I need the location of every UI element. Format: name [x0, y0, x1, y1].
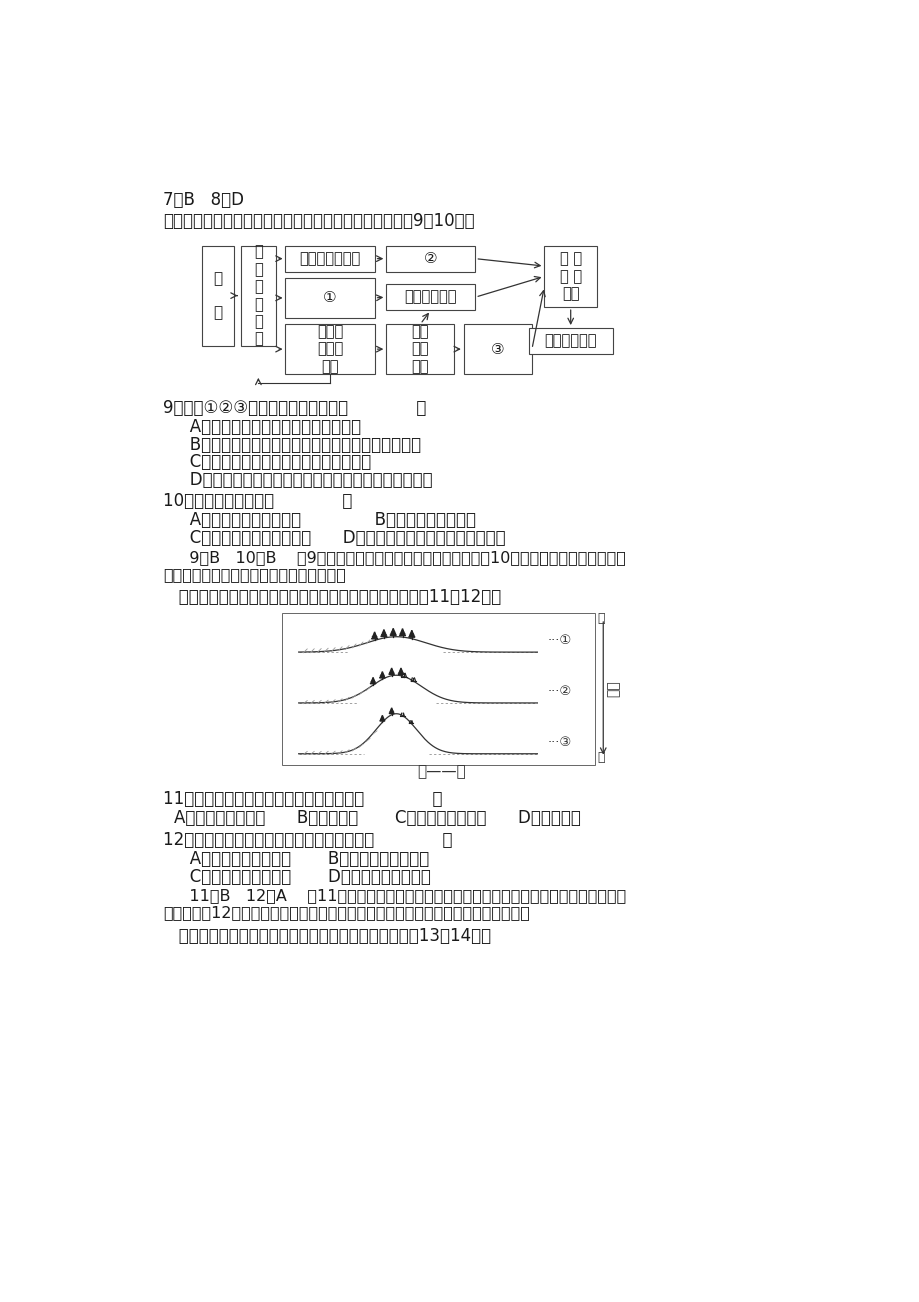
- Text: 先: 先: [597, 612, 605, 625]
- FancyBboxPatch shape: [528, 328, 612, 354]
- Text: A．水热条件的变化      B．地壳运动       C．植被类型的变化      D．岩浆活动: A．水热条件的变化 B．地壳运动 C．植被类型的变化 D．岩浆活动: [174, 810, 580, 827]
- FancyBboxPatch shape: [285, 277, 374, 318]
- Text: 9．B   10．B    第9题，由因果关系推理，即可得出答案。第10题，图中各要素相互影响，: 9．B 10．B 第9题，由因果关系推理，即可得出答案。第10题，图中各要素相互…: [174, 549, 625, 565]
- Polygon shape: [381, 633, 386, 635]
- Text: 蒸腾
作用
加强: 蒸腾 作用 加强: [411, 324, 428, 374]
- Polygon shape: [381, 631, 385, 633]
- Text: ②: ②: [424, 251, 437, 266]
- Polygon shape: [399, 669, 403, 672]
- Polygon shape: [411, 630, 413, 633]
- Polygon shape: [390, 633, 396, 635]
- Text: 12．图示地理环境的演化过程，主要体现了（             ）: 12．图示地理环境的演化过程，主要体现了（ ）: [163, 831, 452, 849]
- Polygon shape: [372, 677, 373, 680]
- Polygon shape: [408, 634, 414, 637]
- Polygon shape: [391, 631, 395, 634]
- Text: ①: ①: [323, 290, 336, 306]
- Text: 后: 后: [597, 751, 605, 764]
- Text: C．自然环境的相对稳定性      D．人类对自然的改造力量是无穷的: C．自然环境的相对稳定性 D．人类对自然的改造力量是无穷的: [174, 529, 505, 547]
- Text: 读我国某区域绿洲农业系统水、气、生相互作用图，完成9～10题。: 读我国某区域绿洲农业系统水、气、生相互作用图，完成9～10题。: [163, 212, 474, 230]
- FancyBboxPatch shape: [281, 613, 595, 766]
- Text: 10．该示意图体现了（             ）: 10．该示意图体现了（ ）: [163, 492, 352, 510]
- Text: 相互制约，反映了地理环境的整体性原理。: 相互制约，反映了地理环境的整体性原理。: [163, 566, 346, 582]
- Text: 11．引起图中地理环境变化的根本原因是（             ）: 11．引起图中地理环境变化的根本原因是（ ）: [163, 790, 442, 809]
- Text: 最高温度降低: 最高温度降低: [544, 333, 596, 349]
- Text: B．地面蒸发的水量增多、气温变幅减小、降水增加: B．地面蒸发的水量增多、气温变幅减小、降水增加: [174, 436, 421, 454]
- Polygon shape: [380, 673, 383, 674]
- Polygon shape: [389, 672, 394, 674]
- Polygon shape: [398, 672, 403, 674]
- Polygon shape: [391, 668, 392, 671]
- Polygon shape: [400, 631, 404, 634]
- Text: 土壤热容量增大: 土壤热容量增大: [299, 251, 360, 266]
- FancyBboxPatch shape: [240, 246, 276, 345]
- Text: A．地理环境的整体性       B．地理环境的差异性: A．地理环境的整体性 B．地理环境的差异性: [174, 850, 428, 868]
- Polygon shape: [380, 634, 387, 637]
- Polygon shape: [409, 633, 414, 635]
- Polygon shape: [380, 716, 383, 719]
- Polygon shape: [390, 710, 392, 711]
- Polygon shape: [373, 631, 375, 634]
- Polygon shape: [371, 637, 378, 639]
- FancyBboxPatch shape: [285, 324, 374, 374]
- FancyBboxPatch shape: [544, 246, 596, 307]
- Polygon shape: [402, 629, 403, 631]
- Text: 西——东: 西——东: [416, 764, 465, 779]
- Polygon shape: [398, 671, 403, 673]
- Polygon shape: [401, 630, 403, 633]
- Polygon shape: [410, 631, 413, 634]
- Polygon shape: [399, 633, 405, 635]
- Polygon shape: [380, 674, 384, 676]
- Polygon shape: [381, 715, 382, 717]
- Polygon shape: [380, 719, 385, 721]
- Text: D．地下水位上升、气温变幅变大、土壤表层盐分积累: D．地下水位上升、气温变幅变大、土壤表层盐分积累: [174, 471, 432, 490]
- Text: 7．B   8．D: 7．B 8．D: [163, 191, 244, 208]
- Polygon shape: [381, 672, 382, 674]
- Polygon shape: [380, 717, 384, 720]
- Text: 生改变。第12题，图示内容的变化是由地壳运动导致的，反映了地理环境的整体性。: 生改变。第12题，图示内容的变化是由地壳运动导致的，反映了地理环境的整体性。: [163, 905, 529, 921]
- Polygon shape: [372, 634, 376, 635]
- Polygon shape: [389, 711, 394, 713]
- Polygon shape: [371, 678, 374, 681]
- Text: 土
壤
湿
度
增
大: 土 壤 湿 度 增 大: [254, 245, 263, 346]
- Text: A．地理环境的地域分异              B．地理环境的整体性: A．地理环境的地域分异 B．地理环境的整体性: [174, 512, 475, 529]
- Text: 11．B   12．A    第11题，由于地壳运动，产生了迎风坡和背风坡的差异，导致植被类型发: 11．B 12．A 第11题，由于地壳运动，产生了迎风坡和背风坡的差异，导致植被…: [174, 888, 626, 904]
- Polygon shape: [369, 681, 376, 684]
- Text: 空气湿度增大: 空气湿度增大: [404, 289, 457, 305]
- Polygon shape: [370, 680, 375, 682]
- Polygon shape: [371, 635, 377, 637]
- Text: 下图为我国某区域主要地理要素联系示意图。读图完成13～14题。: 下图为我国某区域主要地理要素联系示意图。读图完成13～14题。: [163, 927, 491, 945]
- FancyBboxPatch shape: [386, 284, 475, 310]
- FancyBboxPatch shape: [285, 246, 374, 272]
- Polygon shape: [400, 668, 402, 671]
- Text: ③: ③: [491, 341, 505, 357]
- FancyBboxPatch shape: [463, 324, 531, 374]
- Text: 地面植
被覆盖
增加: 地面植 被覆盖 增加: [316, 324, 343, 374]
- Polygon shape: [382, 630, 384, 631]
- Text: ···①: ···①: [547, 634, 571, 647]
- Text: 下图反映了不同地质时期某地自然环境的变化，据此完成11～12题。: 下图反映了不同地质时期某地自然环境的变化，据此完成11～12题。: [163, 589, 501, 607]
- FancyBboxPatch shape: [201, 246, 234, 345]
- Polygon shape: [391, 630, 394, 633]
- FancyBboxPatch shape: [386, 324, 454, 374]
- Polygon shape: [391, 629, 393, 631]
- Text: A．降水增加、大陆性增强、降水减少: A．降水增加、大陆性增强、降水减少: [174, 418, 360, 436]
- Polygon shape: [379, 676, 385, 678]
- Text: ···②: ···②: [547, 685, 571, 698]
- Text: C．气温变幅减小、蒸发增强、降水增加: C．气温变幅减小、蒸发增强、降水增加: [174, 453, 370, 471]
- Text: 吸 收
潜 热
增加: 吸 收 潜 热 增加: [559, 251, 581, 301]
- Polygon shape: [390, 669, 392, 672]
- Text: 时间: 时间: [606, 681, 619, 698]
- Polygon shape: [389, 711, 393, 712]
- Text: 灌

溉: 灌 溉: [213, 271, 222, 320]
- Text: C．地理环境的复杂性       D．地理环境的稳定性: C．地理环境的复杂性 D．地理环境的稳定性: [174, 867, 430, 885]
- Text: ···③: ···③: [547, 736, 571, 749]
- FancyBboxPatch shape: [386, 246, 475, 272]
- Text: 9．图中①②③所代表的环节分别是（             ）: 9．图中①②③所代表的环节分别是（ ）: [163, 398, 426, 417]
- Polygon shape: [389, 671, 393, 673]
